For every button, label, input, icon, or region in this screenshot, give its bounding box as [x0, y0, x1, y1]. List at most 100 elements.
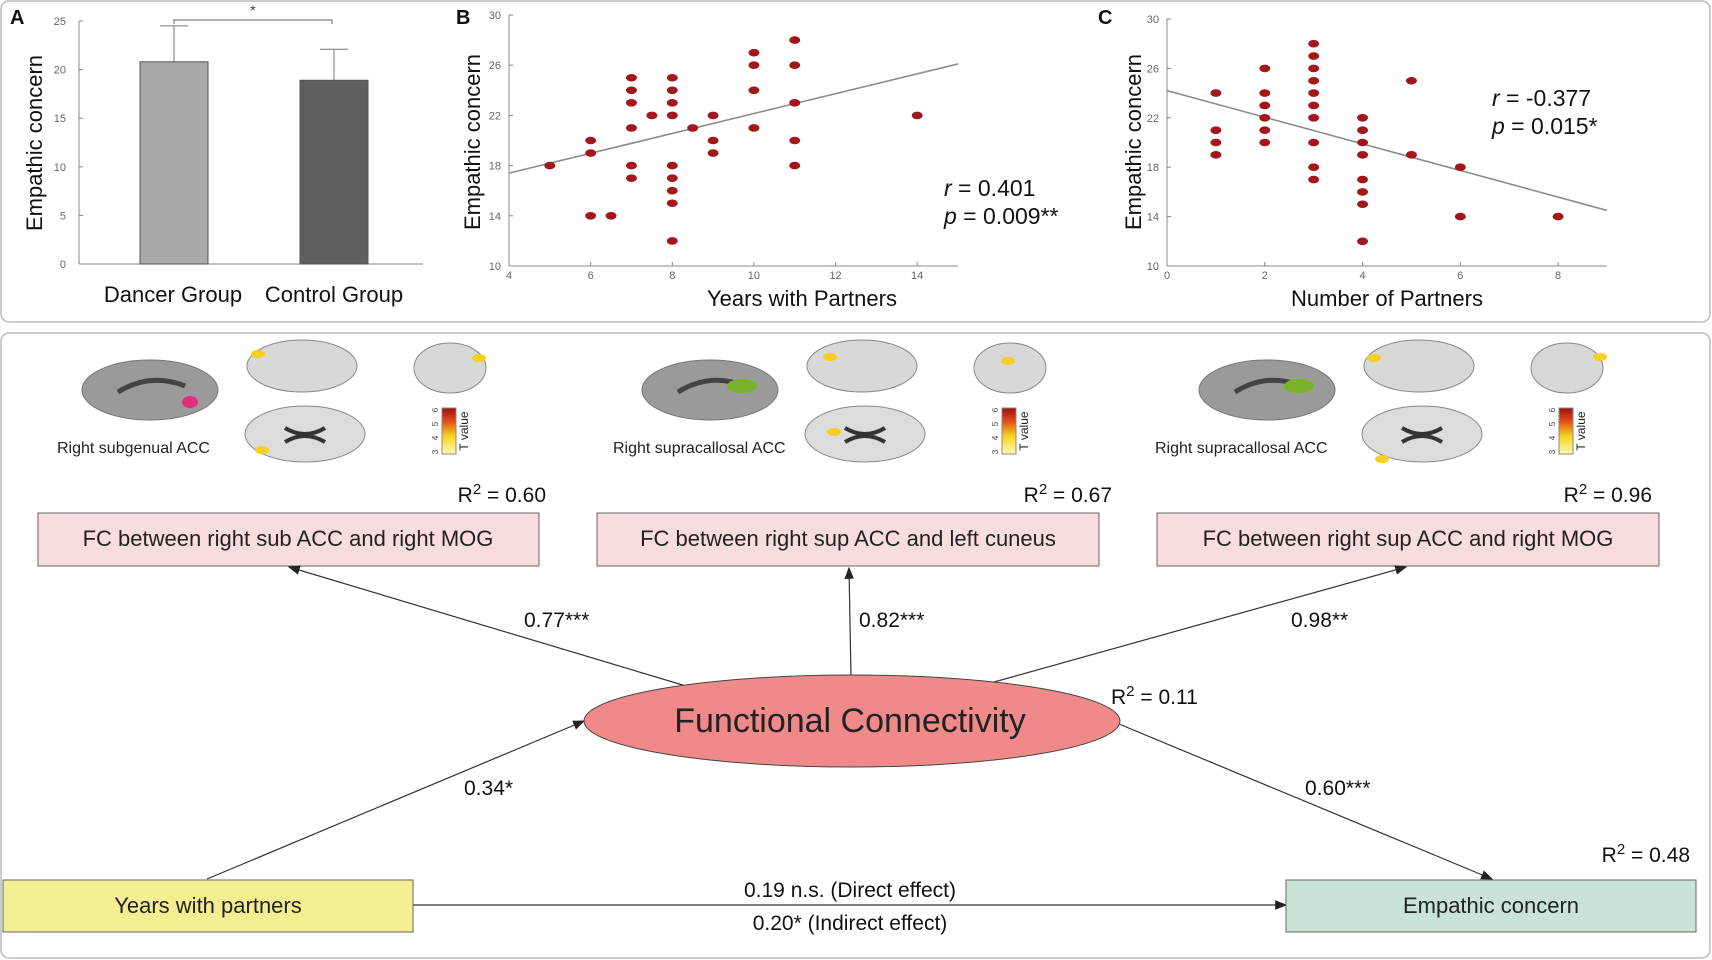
y-tick-label: 22	[489, 110, 501, 122]
y-tick-label: 30	[1147, 14, 1159, 26]
data-point	[666, 174, 678, 182]
bottom-panel-frame	[0, 332, 1711, 959]
brain-ventricle	[1400, 426, 1444, 444]
data-point	[1405, 151, 1417, 159]
brain-sagittal-medial-image	[641, 359, 779, 421]
data-point	[585, 212, 597, 220]
data-point	[1308, 175, 1320, 184]
x-tick-label: 6	[1457, 270, 1463, 282]
y-tick-label: 22	[1147, 113, 1159, 125]
data-point	[1454, 163, 1466, 171]
data-point	[1357, 126, 1369, 134]
x-axis-label: Number of Partners	[1291, 286, 1483, 311]
indirect-effect-label: 0.20* (Indirect effect)	[753, 912, 948, 935]
panel-label-b: B	[456, 7, 470, 29]
data-point	[1357, 200, 1369, 209]
data-point	[1357, 237, 1369, 246]
y-axis-label: Empathic concern	[1121, 54, 1146, 230]
x-tick-label: 10	[748, 270, 760, 282]
y-tick-label: 5	[60, 210, 66, 222]
data-point	[1259, 138, 1271, 147]
colorbar	[441, 407, 457, 455]
data-point	[625, 161, 637, 170]
data-point	[1210, 151, 1222, 159]
data-point	[666, 111, 678, 120]
top-panel-frame	[0, 0, 1711, 323]
data-point	[625, 124, 637, 132]
brain-region-group: 3 4 5 6 T value Right supracallosal ACC	[1155, 339, 1607, 463]
data-point	[789, 161, 801, 170]
data-point	[1259, 101, 1271, 110]
outcome-box	[1285, 879, 1697, 933]
data-point	[625, 174, 637, 182]
data-point	[1405, 76, 1417, 85]
activation-cluster	[1593, 353, 1607, 361]
data-point	[625, 73, 637, 82]
fc-box-1: FC between right sub ACC and right MOG R…	[37, 481, 546, 567]
brain-sagittal-image	[1363, 339, 1475, 393]
y-tick-label: 18	[489, 161, 501, 173]
mediator-label: Functional Connectivity	[674, 702, 1026, 740]
data-point	[666, 237, 678, 245]
brain-coronal-image	[413, 342, 487, 394]
path-coefficient: 0.98**	[1291, 609, 1348, 632]
data-point	[789, 36, 801, 44]
data-point	[1357, 175, 1369, 184]
path-coefficient: 0.77***	[524, 609, 589, 632]
brain-coronal-image	[1530, 342, 1604, 394]
activation-cluster	[823, 353, 837, 361]
x-tick-label: 8	[669, 270, 675, 282]
y-tick-label: 14	[1147, 212, 1159, 224]
data-point	[1357, 151, 1369, 159]
data-point	[789, 136, 801, 145]
y-tick-label: 0	[60, 259, 66, 271]
path-arrow	[993, 565, 1408, 683]
data-point	[625, 99, 637, 107]
panel-label-a: A	[10, 7, 24, 29]
brain-sagittal-image	[806, 339, 918, 393]
data-point	[707, 149, 719, 157]
significance-star: *	[250, 2, 256, 18]
data-point	[666, 186, 678, 195]
y-tick-label: 10	[489, 261, 501, 273]
data-point	[585, 149, 597, 157]
data-point	[1259, 64, 1271, 73]
seed-region	[182, 396, 198, 408]
p-annotation: p = 0.009**	[943, 203, 1059, 229]
data-point	[748, 61, 760, 69]
colorbar-tick-label: 3	[431, 449, 440, 454]
colorbar-tick-label: 4	[991, 435, 1000, 440]
activation-cluster	[255, 446, 269, 454]
significance-bracket	[173, 19, 333, 24]
bar	[139, 61, 209, 265]
y-tick-label: 10	[54, 162, 66, 174]
y-tick-label: 15	[54, 113, 66, 125]
fc-box-3: FC between right sup ACC and right MOG R…	[1156, 481, 1660, 567]
y-tick-label: 26	[1147, 63, 1159, 75]
panel-c-scatter: C Empathic concern Number of Partners r …	[1098, 7, 1608, 311]
y-tick-label: 18	[1147, 162, 1159, 174]
activation-cluster	[472, 354, 486, 362]
data-point	[748, 124, 760, 132]
x-tick-label: 6	[588, 270, 594, 282]
p-annotation: p = 0.015*	[1491, 113, 1598, 139]
path-arrow	[206, 720, 586, 880]
data-point	[1308, 101, 1320, 110]
colorbar-tick-label: 3	[991, 449, 1000, 454]
r-squared-label: R2 = 0.48	[1602, 841, 1690, 867]
data-point	[544, 161, 556, 170]
fc-box-label: FC between right sup ACC and right MOG	[1203, 526, 1614, 551]
panel-b-scatter: B Empathic concern Years with Partners r…	[456, 7, 1059, 311]
seed-region	[1284, 379, 1314, 393]
fc-box-2: FC between right sup ACC and left cuneus…	[596, 481, 1112, 567]
brain-ventricle	[116, 377, 186, 395]
brain-region-group: 3 4 5 6 T value Right subgenual ACC	[57, 339, 487, 463]
r-squared-label: R2 = 0.11	[1111, 683, 1198, 709]
brain-ventricle	[843, 426, 887, 444]
fit-line	[1166, 89, 1608, 212]
data-point	[605, 212, 617, 220]
data-point	[1308, 76, 1320, 85]
colorbar-title: T value	[1574, 411, 1588, 450]
colorbar-tick-label: 5	[991, 421, 1000, 426]
fc-box-rect	[37, 512, 540, 567]
